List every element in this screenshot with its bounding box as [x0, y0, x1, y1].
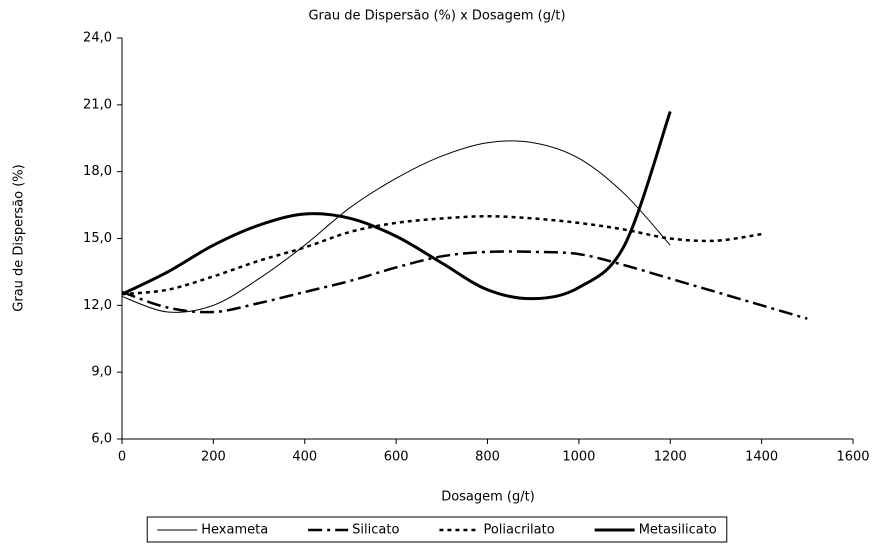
x-tick-label: 200 [201, 450, 226, 465]
legend-label: Metasilicato [639, 523, 717, 538]
y-axis-label: Grau de Dispersão (%) [12, 164, 27, 311]
series-line [121, 250, 808, 320]
x-tick-label: 1000 [562, 450, 595, 465]
x-tick-label: 1400 [745, 450, 778, 465]
y-tick-label: 21,0 [83, 97, 112, 112]
x-tick-label: 400 [292, 450, 317, 465]
y-tick-label: 6,0 [91, 432, 112, 447]
series-line [121, 214, 762, 296]
x-tick-label: 1600 [836, 450, 869, 465]
y-tick-label: 18,0 [83, 164, 112, 179]
legend-label: Poliacrilato [483, 523, 554, 538]
legend-label: Hexameta [201, 523, 268, 538]
x-tick-label: 0 [118, 450, 126, 465]
chart-title: Grau de Dispersão (%) x Dosagem (g/t) [308, 9, 565, 24]
y-tick-label: 12,0 [83, 298, 112, 313]
series-line [121, 111, 672, 301]
x-axis-label: Dosagem (g/t) [441, 490, 535, 505]
x-tick-label: 600 [384, 450, 409, 465]
y-tick-label: 24,0 [83, 31, 112, 46]
x-tick-label: 800 [475, 450, 500, 465]
y-tick-label: 15,0 [83, 231, 112, 246]
legend-label: Silicato [352, 523, 399, 538]
x-tick-label: 1200 [654, 450, 687, 465]
y-tick-label: 9,0 [91, 365, 112, 380]
series-line [121, 140, 671, 313]
